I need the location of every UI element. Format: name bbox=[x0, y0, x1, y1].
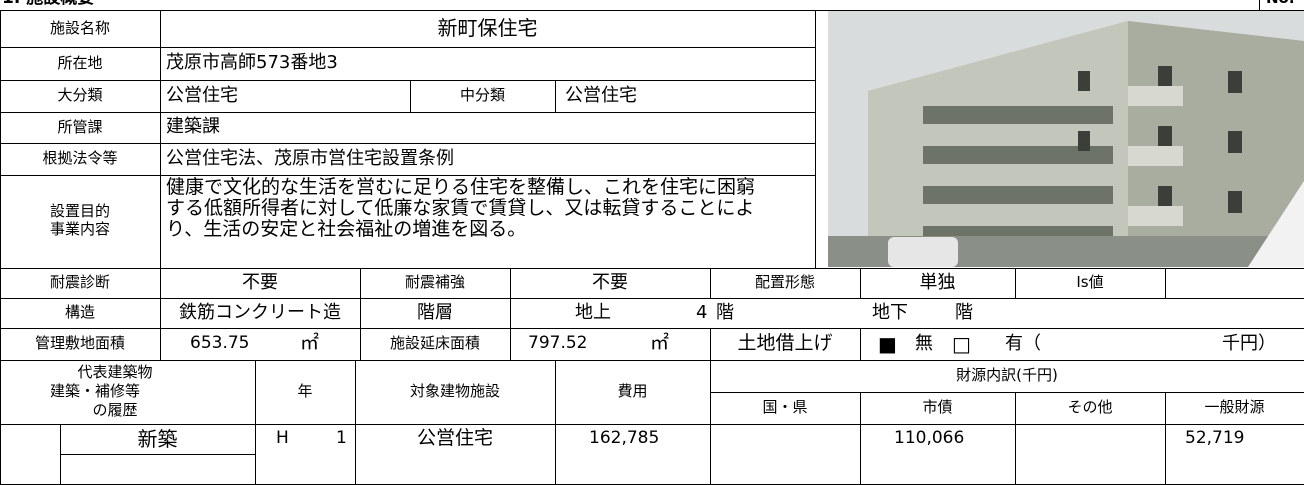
label: 市債 bbox=[922, 398, 953, 417]
value: 公営住宅法、茂原市営住宅設置条例 bbox=[166, 147, 454, 169]
value: 52,719 bbox=[1185, 428, 1245, 449]
label: 根拠法令等 bbox=[42, 149, 118, 168]
label: 設置目的 bbox=[49, 202, 110, 221]
label: 土地借上げ bbox=[737, 332, 833, 355]
value: 不要 bbox=[242, 271, 278, 293]
table-cell bbox=[815, 10, 1304, 269]
label: 大分類 bbox=[57, 86, 103, 105]
value: 公営住宅 bbox=[166, 84, 238, 106]
checkbox: □ bbox=[952, 331, 971, 356]
label: 階層 bbox=[417, 301, 453, 323]
value: 1 bbox=[336, 428, 347, 449]
label: 管理敷地面積 bbox=[34, 334, 125, 353]
value: 新築 bbox=[137, 426, 178, 451]
table-cell bbox=[1015, 424, 1166, 485]
value: 有（ bbox=[1005, 332, 1041, 354]
value: 公営住宅 bbox=[565, 84, 637, 106]
label: 代表建築物 bbox=[77, 362, 153, 381]
label: 構造 bbox=[64, 303, 95, 322]
label: 建築・補修等 bbox=[49, 381, 140, 400]
card-no: No. bbox=[1266, 0, 1304, 9]
label: 対象建物施設 bbox=[409, 382, 500, 401]
table-cell bbox=[60, 424, 256, 485]
value: 公営住宅 bbox=[416, 427, 493, 450]
label: 国・県 bbox=[762, 398, 808, 417]
value: 単独 bbox=[919, 271, 956, 293]
value: 建築課 bbox=[166, 116, 220, 138]
value: 地上 bbox=[575, 301, 611, 323]
value: り、生活の安定と社会福祉の増進を図る。 bbox=[166, 217, 527, 240]
label: 耐震診断 bbox=[49, 273, 110, 292]
value: する低額所得者に対して低廉な家賃で賃貸し、又は転貸することによ bbox=[166, 196, 755, 219]
label: 財源内訳(千円) bbox=[956, 366, 1058, 385]
label: 年 bbox=[297, 382, 313, 401]
label: の履歴 bbox=[92, 400, 138, 419]
label: 一般財源 bbox=[1204, 398, 1265, 417]
header-rule bbox=[1259, 0, 1260, 10]
value: H bbox=[276, 428, 289, 449]
checkbox: ■ bbox=[878, 331, 897, 356]
value: 110,066 bbox=[894, 428, 965, 449]
value: 無 bbox=[915, 332, 933, 354]
value: 階 bbox=[955, 301, 973, 323]
facility-photo bbox=[828, 11, 1304, 267]
value: 階 bbox=[716, 301, 734, 323]
value: 健康で文化的な生活を営むに足りる住宅を整備し、これを住宅に困窮 bbox=[166, 175, 756, 198]
label: 施設名称 bbox=[49, 18, 110, 37]
value: 鉄筋コンクリート造 bbox=[179, 301, 341, 323]
label: 施設延床面積 bbox=[389, 334, 480, 353]
label: 所在地 bbox=[57, 53, 103, 72]
value: 不要 bbox=[592, 271, 628, 293]
label: 中分類 bbox=[459, 86, 505, 105]
value: 162,785 bbox=[589, 428, 660, 449]
value: 797.52 bbox=[528, 333, 588, 354]
value: 新町保住宅 bbox=[437, 16, 538, 40]
value: 茂原市高師573番地3 bbox=[166, 52, 338, 74]
label: 費用 bbox=[617, 382, 648, 401]
label: 所管課 bbox=[57, 117, 103, 136]
label: 耐震補強 bbox=[404, 273, 465, 292]
table-cell bbox=[710, 424, 861, 485]
unit: ㎡ bbox=[300, 332, 320, 355]
table-cell bbox=[0, 424, 61, 485]
value: 地下 bbox=[872, 301, 908, 323]
unit: ㎡ bbox=[650, 332, 670, 355]
value: 653.75 bbox=[190, 333, 250, 354]
section-title: 1. 施設概要 bbox=[2, 0, 202, 9]
label: Is値 bbox=[1076, 273, 1104, 292]
label: 配置形態 bbox=[754, 273, 815, 292]
label: 事業内容 bbox=[49, 220, 110, 239]
label: その他 bbox=[1067, 398, 1113, 417]
value: 4 bbox=[696, 301, 708, 323]
value: 千円） bbox=[1222, 332, 1276, 354]
table-cell bbox=[1165, 268, 1304, 299]
